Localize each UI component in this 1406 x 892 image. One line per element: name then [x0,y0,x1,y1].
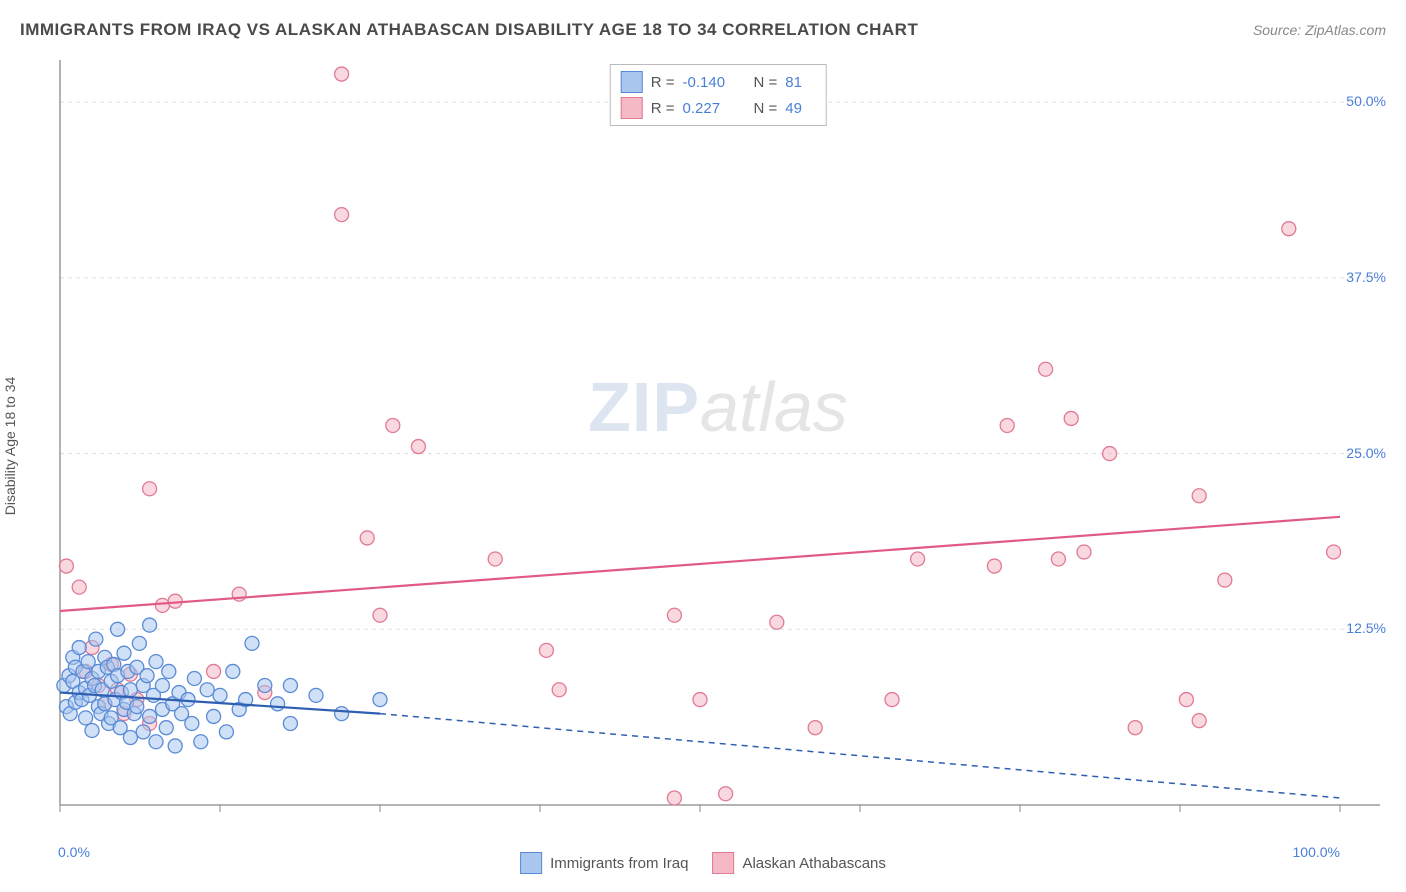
legend-label-1: Immigrants from Iraq [550,855,688,872]
chart-source: Source: ZipAtlas.com [1253,22,1386,38]
x-axis-min: 0.0% [58,844,90,860]
y-tick-label: 37.5% [1346,269,1386,285]
y-axis-label: Disability Age 18 to 34 [2,377,18,516]
correlation-legend: R = -0.140 N = 81 R = 0.227 N = 49 [610,64,827,126]
r-label: R = [651,100,675,117]
r-label: R = [651,74,675,91]
legend-swatch-2 [621,97,643,119]
y-tick-label: 12.5% [1346,620,1386,636]
chart-header: IMMIGRANTS FROM IRAQ VS ALASKAN ATHABASC… [20,20,1386,40]
n-label: N = [754,74,778,91]
y-tick-label: 25.0% [1346,445,1386,461]
series-legend: Immigrants from Iraq Alaskan Athabascans [520,852,886,874]
r-value-1: -0.140 [683,74,738,91]
y-tick-label: 50.0% [1346,93,1386,109]
n-value-2: 49 [785,100,815,117]
legend-swatch-athabascan [712,852,734,874]
legend-swatch-1 [621,71,643,93]
r-value-2: 0.227 [683,100,738,117]
scatter-chart [50,60,1386,832]
x-axis-max: 100.0% [1293,844,1340,860]
legend-swatch-iraq [520,852,542,874]
n-value-1: 81 [785,74,815,91]
legend-item-1: Immigrants from Iraq [520,852,688,874]
chart-title: IMMIGRANTS FROM IRAQ VS ALASKAN ATHABASC… [20,20,918,40]
legend-label-2: Alaskan Athabascans [742,855,885,872]
legend-row-1: R = -0.140 N = 81 [621,69,816,95]
legend-item-2: Alaskan Athabascans [712,852,885,874]
chart-area: ZIPatlas R = -0.140 N = 81 R = 0.227 N =… [50,60,1386,832]
n-label: N = [754,100,778,117]
legend-row-2: R = 0.227 N = 49 [621,95,816,121]
